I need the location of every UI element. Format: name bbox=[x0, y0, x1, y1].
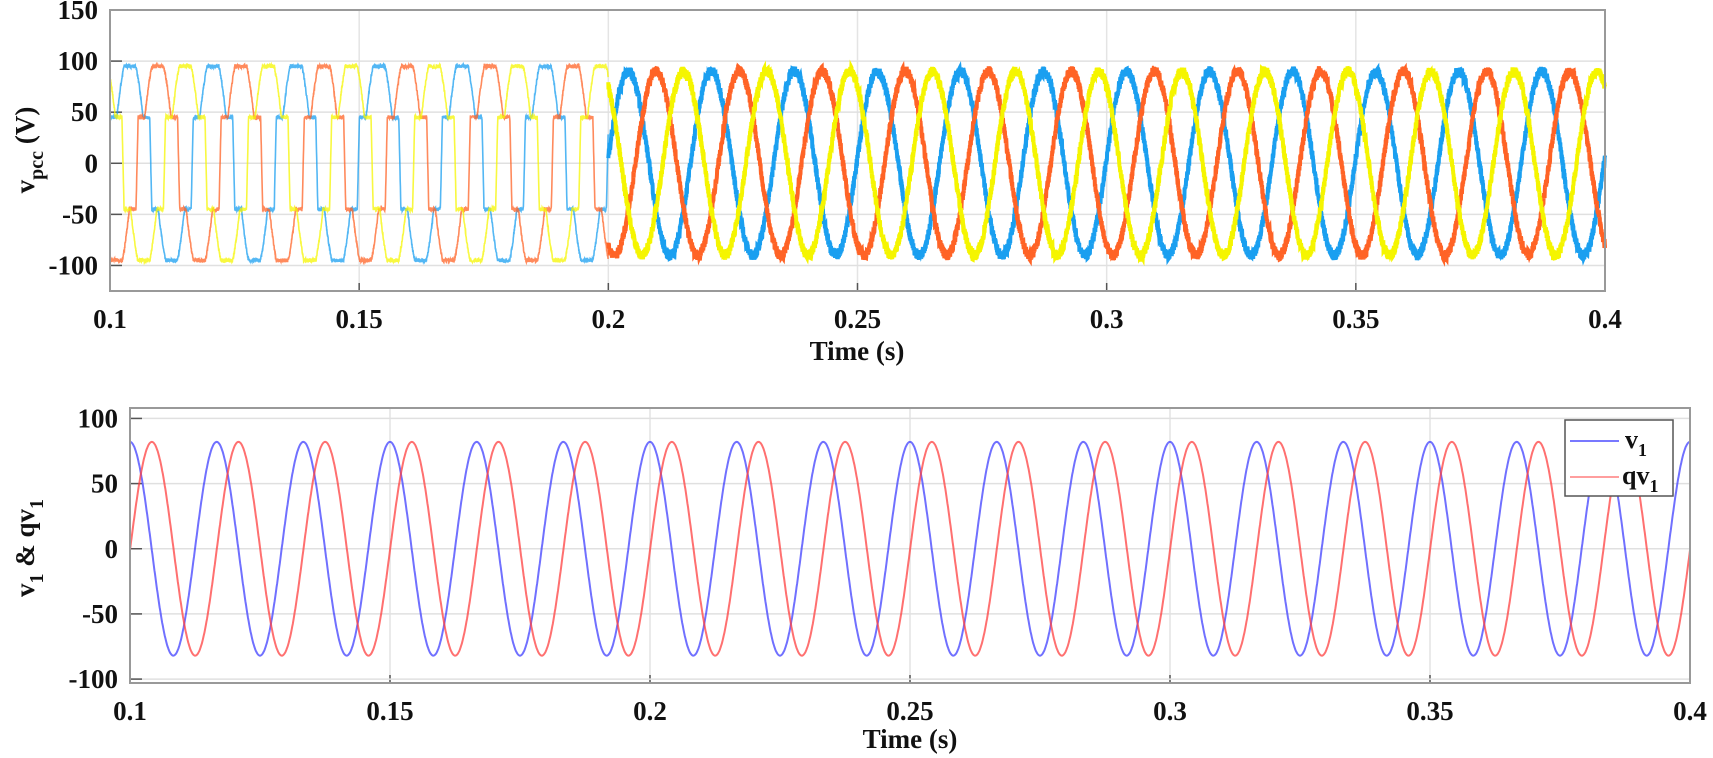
series-line-phase-c-post bbox=[606, 59, 1607, 267]
x-tick-label: 0.1 bbox=[93, 304, 127, 334]
y-tick-label: -50 bbox=[62, 199, 98, 229]
x-axis-label: Time (s) bbox=[863, 724, 958, 754]
x-tick-label: 0.35 bbox=[1406, 696, 1453, 726]
x-tick-label: 0.25 bbox=[886, 696, 933, 726]
y-tick-label: 150 bbox=[58, 0, 99, 25]
legend-label-v1: v1 bbox=[1625, 425, 1647, 460]
y-label-v: v bbox=[10, 583, 40, 597]
y-tick-label: -100 bbox=[49, 250, 99, 280]
x-tick-label: 0.15 bbox=[336, 304, 383, 334]
y-axis-label: vpcc (V) bbox=[10, 107, 48, 194]
y-tick-label: 0 bbox=[105, 534, 119, 564]
y-tick-label: 0 bbox=[85, 148, 99, 178]
y-tick-label: -100 bbox=[69, 664, 119, 694]
y-tick-label: 100 bbox=[58, 46, 99, 76]
legend-qv1-sub: 1 bbox=[1649, 476, 1658, 496]
x-tick-label: 0.4 bbox=[1673, 696, 1707, 726]
series-line-qv1 bbox=[129, 440, 1691, 657]
x-tick-label: 0.4 bbox=[1588, 304, 1622, 334]
y-tick-labels: 100 50 0 -50 -100 bbox=[69, 403, 119, 694]
series-line-phase-b-post bbox=[606, 60, 1607, 267]
y-tick-label: 50 bbox=[91, 469, 118, 499]
y-label-qv-sub: 1 bbox=[26, 499, 48, 509]
series-line-phase-b-pre bbox=[109, 61, 609, 266]
x-tick-label: 0.2 bbox=[591, 304, 625, 334]
y-tick-label: -50 bbox=[82, 599, 118, 629]
legend: v1 qv1 bbox=[1564, 419, 1674, 497]
series-line-phase-c-pre bbox=[109, 61, 609, 266]
y-tick-label: 100 bbox=[78, 403, 119, 433]
y-label-v-sub: 1 bbox=[26, 574, 48, 584]
series-line-phase-a-post bbox=[606, 60, 1607, 266]
x-tick-label: 0.1 bbox=[113, 696, 147, 726]
x-tick-label: 0.25 bbox=[834, 304, 881, 334]
series-lines bbox=[129, 440, 1691, 657]
x-tick-label: 0.2 bbox=[633, 696, 667, 726]
x-axis-label: Time (s) bbox=[810, 336, 905, 366]
x-tick-labels: 0.1 0.15 0.2 0.25 0.3 0.35 0.4 bbox=[113, 696, 1707, 726]
legend-v1-sub: 1 bbox=[1638, 440, 1647, 460]
legend-label-qv1: qv1 bbox=[1622, 461, 1658, 496]
axes-box bbox=[109, 9, 1606, 292]
y-label-unit: (V) bbox=[10, 107, 40, 151]
legend-box bbox=[1564, 419, 1674, 497]
x-tick-labels: 0.1 0.15 0.2 0.25 0.3 0.35 0.4 bbox=[93, 304, 1622, 334]
x-tick-label: 0.15 bbox=[366, 696, 413, 726]
series-line-phase-a-pre bbox=[109, 61, 609, 265]
y-tick-label: 50 bbox=[71, 97, 98, 127]
series-line-v1 bbox=[129, 440, 1691, 657]
top-plot: 0.1 0.15 0.2 0.25 0.3 0.35 0.4 150 100 50 0 -50 -10… bbox=[10, 0, 1622, 366]
y-axis-label: v1 & qv1 bbox=[10, 499, 48, 597]
series-lines bbox=[109, 59, 1607, 267]
x-tick-label: 0.3 bbox=[1090, 304, 1124, 334]
y-label-sub: pcc bbox=[26, 151, 48, 180]
legend-v1-name: v bbox=[1625, 425, 1638, 454]
x-tick-label: 0.35 bbox=[1332, 304, 1379, 334]
x-tick-label: 0.3 bbox=[1153, 696, 1187, 726]
axes-box bbox=[129, 407, 1691, 684]
legend-qv1-name: qv bbox=[1622, 461, 1649, 490]
bottom-plot: 0.1 0.15 0.2 0.25 0.3 0.35 0.4 100 50 0 -50 -100 T… bbox=[10, 403, 1707, 754]
y-tick-labels: 150 100 50 0 -50 -100 bbox=[49, 0, 99, 280]
y-label-qv: & qv bbox=[10, 509, 40, 574]
y-label-main: v bbox=[10, 179, 40, 193]
